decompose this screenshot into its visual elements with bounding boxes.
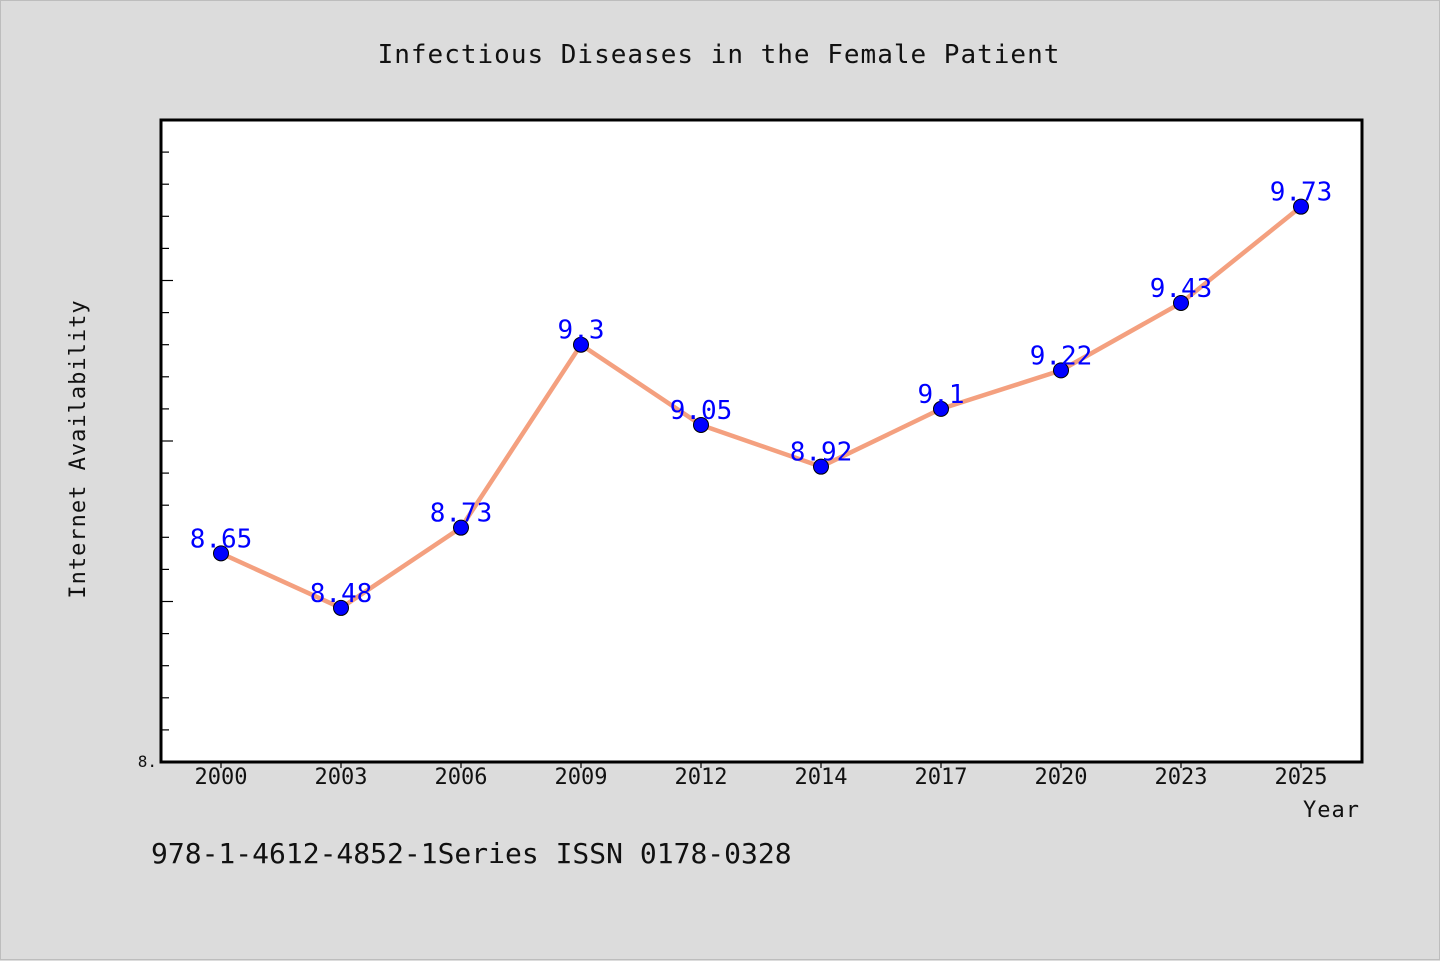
data-label: 9.05: [670, 396, 733, 426]
data-point: [453, 519, 469, 536]
footer-isbn-text: 978-1-4612-4852-1Series ISSN 0178-0328: [151, 837, 792, 870]
data-label: 9.3: [558, 316, 605, 346]
data-label: 8.48: [310, 579, 373, 609]
data-point: [573, 336, 589, 353]
x-axis-label: Year: [1303, 798, 1360, 823]
chart-title: Infectious Diseases in the Female Patien…: [378, 40, 1061, 70]
data-point: [933, 400, 949, 417]
data-point: [693, 416, 709, 433]
x-tick-label: 2006: [435, 765, 488, 790]
data-label: 9.43: [1150, 274, 1213, 304]
x-tick-label: 2025: [1275, 765, 1328, 790]
data-label: 8.73: [430, 499, 493, 529]
data-point: [1293, 198, 1309, 215]
y-axis-ticks: [161, 151, 173, 731]
x-tick-label: 2017: [915, 765, 968, 790]
data-point: [813, 458, 829, 475]
data-label: 8.65: [190, 524, 253, 554]
data-point: [1173, 294, 1189, 311]
y-axis-label: Internet Availability: [66, 299, 91, 598]
data-point: [333, 599, 349, 616]
x-tick-label: 2009: [555, 765, 608, 790]
x-tick-label: 2023: [1155, 765, 1208, 790]
data-label: 9.22: [1030, 341, 1093, 371]
data-label: 8.92: [790, 438, 853, 468]
series-layer: 8.65 8.48 8.73 9.3 9.05 8.92 9.1 9.22 9.43 9.73: [190, 178, 1333, 616]
data-label: 9.1: [918, 380, 965, 410]
y-tick-label: 8.: [138, 752, 157, 771]
plot-area: [159, 118, 1364, 764]
data-point: [213, 545, 229, 562]
x-tick-label: 2012: [675, 765, 728, 790]
x-axis: 2000 2003 2006 2009 2012 2014 2017 2020 2023 2025: [195, 762, 1328, 790]
x-tick-label: 2003: [315, 765, 368, 790]
x-tick-label: 2020: [1035, 765, 1088, 790]
x-tick-label: 2000: [195, 765, 248, 790]
data-label: 9.73: [1270, 178, 1333, 208]
data-point: [1053, 362, 1069, 379]
x-tick-label: 2014: [795, 765, 848, 790]
series-line: [218, 204, 1304, 611]
